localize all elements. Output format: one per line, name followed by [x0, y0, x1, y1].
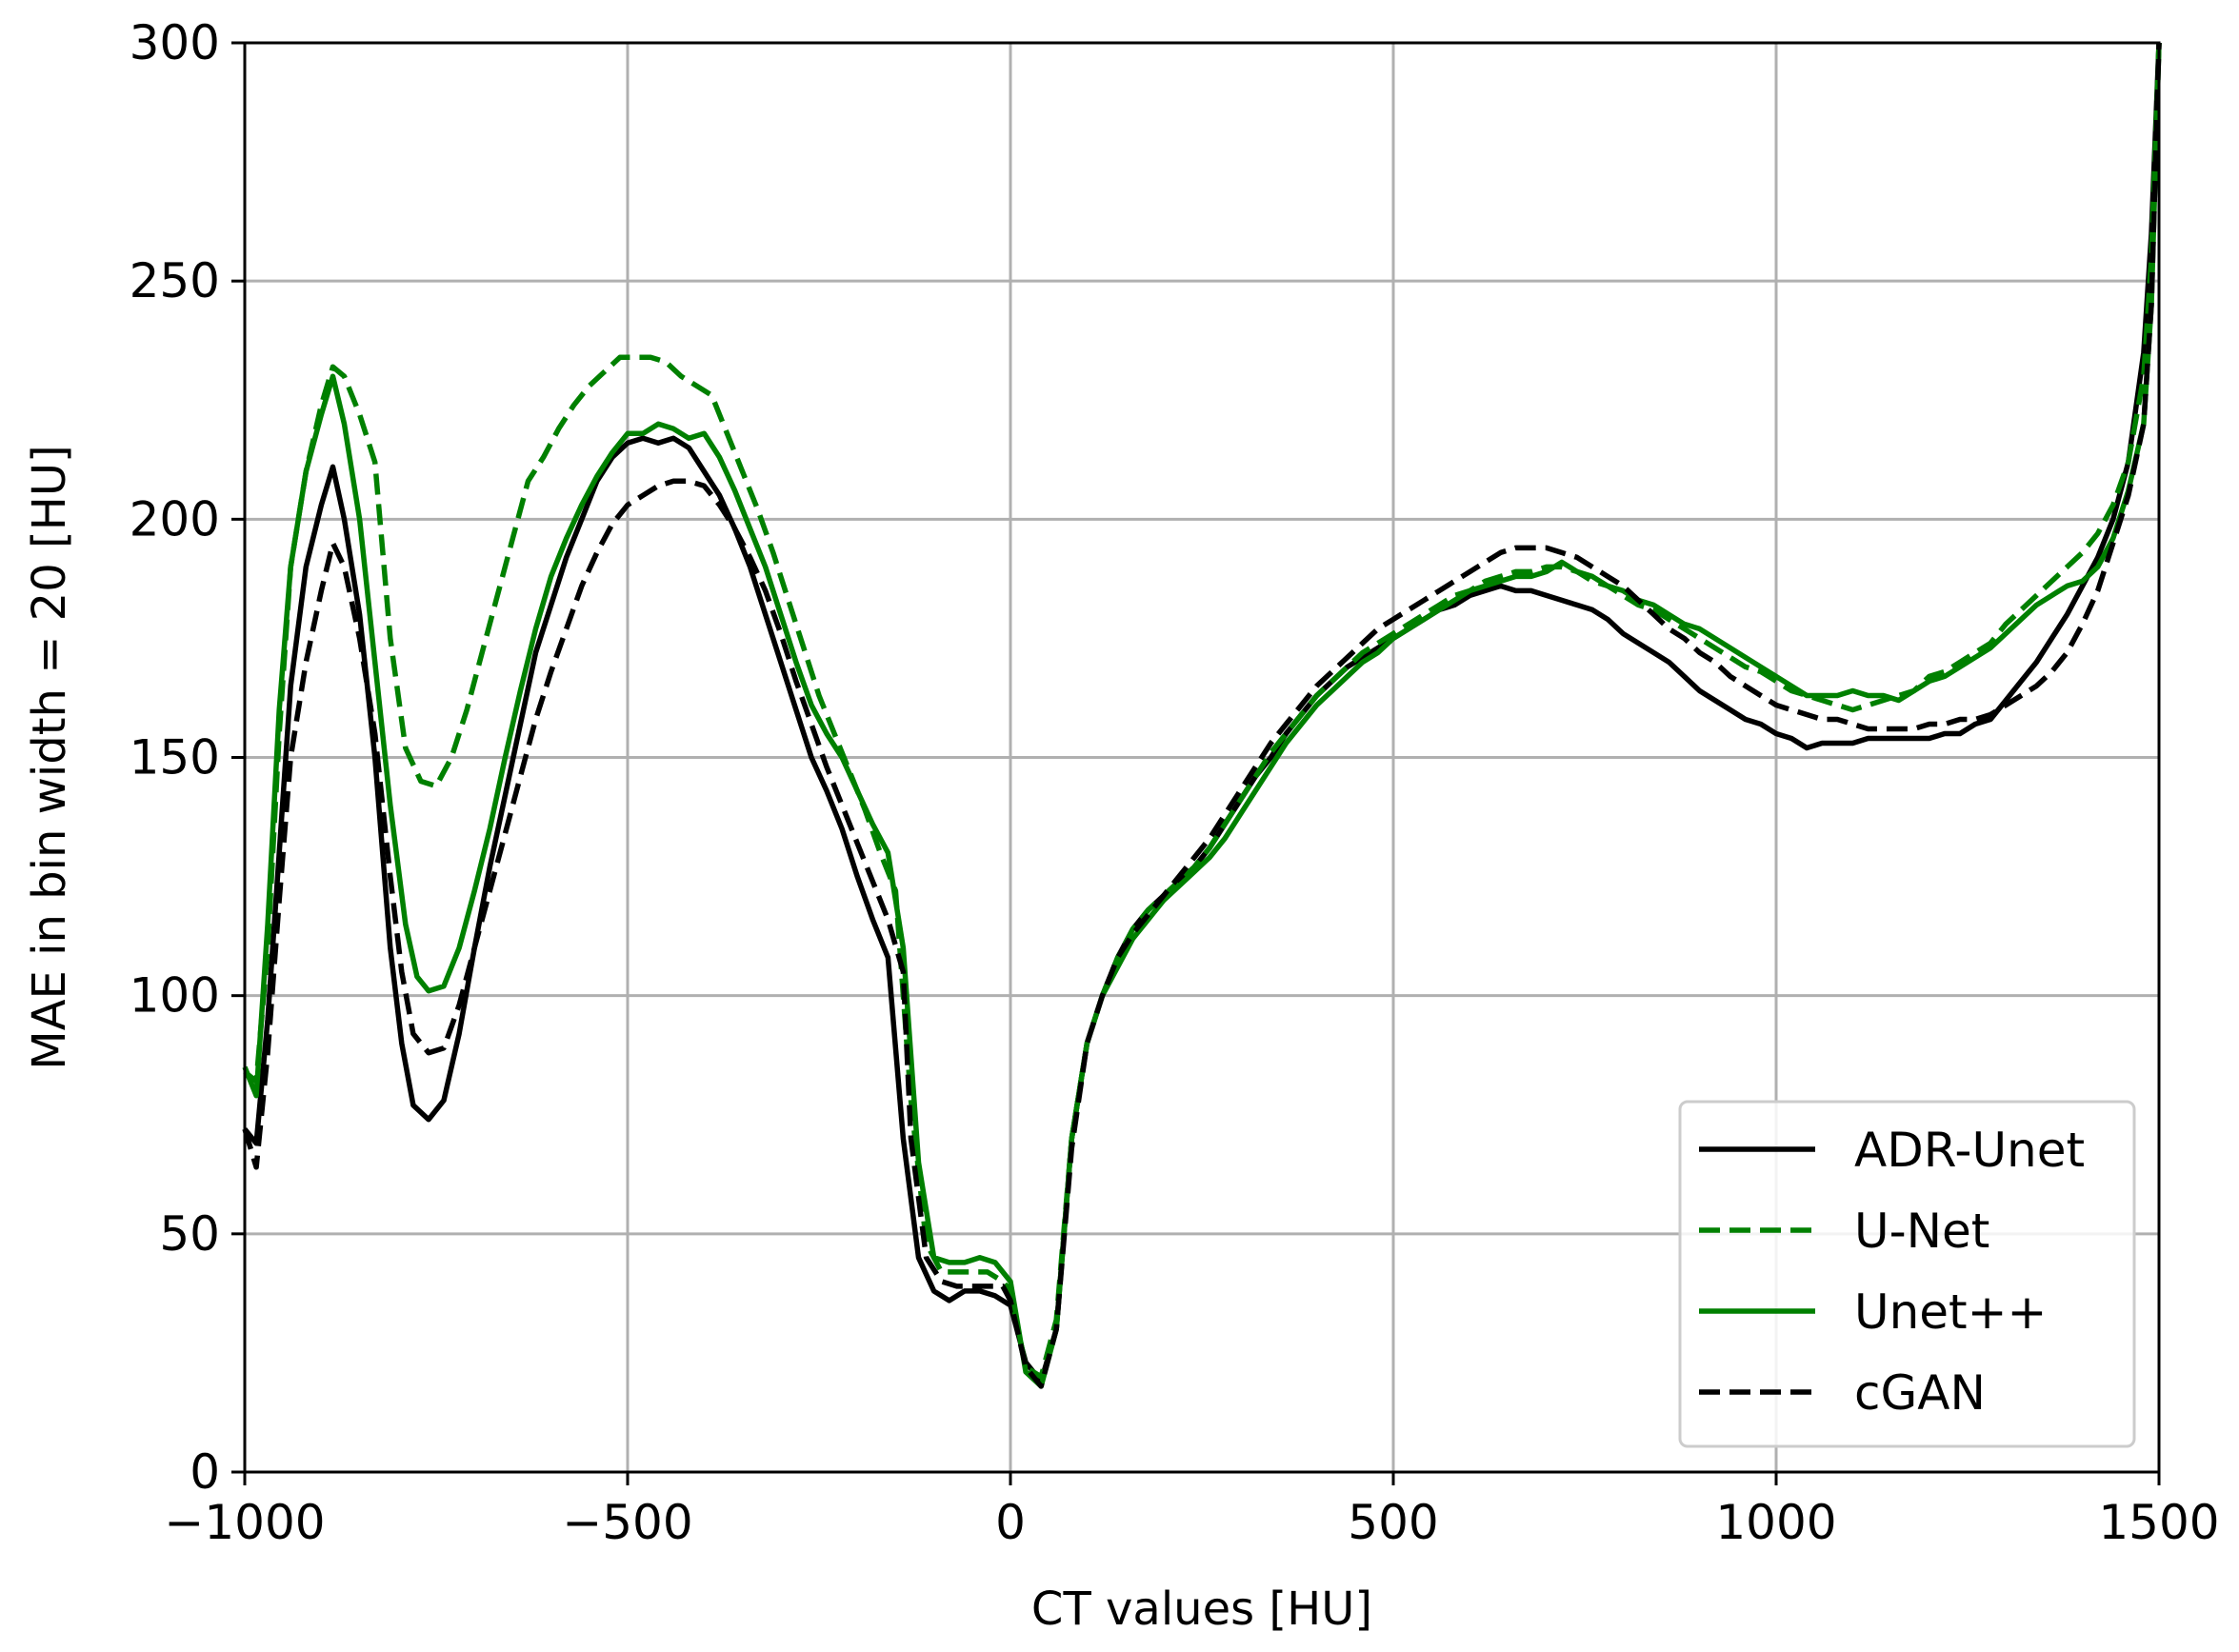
y-tick-label: 250 [130, 253, 220, 309]
legend-label: U-Net [1854, 1204, 1989, 1259]
x-tick-label: 0 [995, 1495, 1026, 1550]
y-tick-label: 300 [130, 15, 220, 70]
y-axis: 0 50 100 150 200 250 300 [130, 15, 245, 1500]
legend-label: cGAN [1854, 1365, 1986, 1421]
x-tick-label: 500 [1348, 1495, 1438, 1550]
series-line-cgan [242, 42, 2162, 1389]
y-tick-label: 100 [130, 968, 220, 1024]
x-tick-label: −1000 [164, 1495, 325, 1550]
x-axis: −1000 −500 0 500 1000 1500 [164, 1472, 2220, 1550]
y-axis-label: MAE in bin width = 20 [HU] [23, 445, 76, 1069]
y-tick-label: 50 [159, 1206, 220, 1262]
x-axis-label: CT values [HU] [1031, 1582, 1372, 1636]
y-tick-label: 0 [190, 1444, 220, 1500]
x-tick-label: −500 [562, 1495, 692, 1550]
legend-label: Unet++ [1854, 1284, 2047, 1340]
y-tick-label: 200 [130, 491, 220, 547]
series-lines [242, 42, 2162, 1389]
grid-lines [243, 41, 2161, 1474]
x-tick-label: 1500 [2098, 1495, 2219, 1550]
legend: ADR-Unet U-Net Unet++ cGAN [1678, 1100, 2136, 1448]
series-line-u-net [243, 42, 2162, 1380]
legend-label: ADR-Unet [1854, 1123, 2085, 1178]
y-tick-label: 150 [130, 730, 220, 786]
x-tick-label: 1000 [1715, 1495, 1836, 1550]
legend-box [1678, 1100, 2136, 1448]
series-line-unet [242, 42, 2162, 1389]
